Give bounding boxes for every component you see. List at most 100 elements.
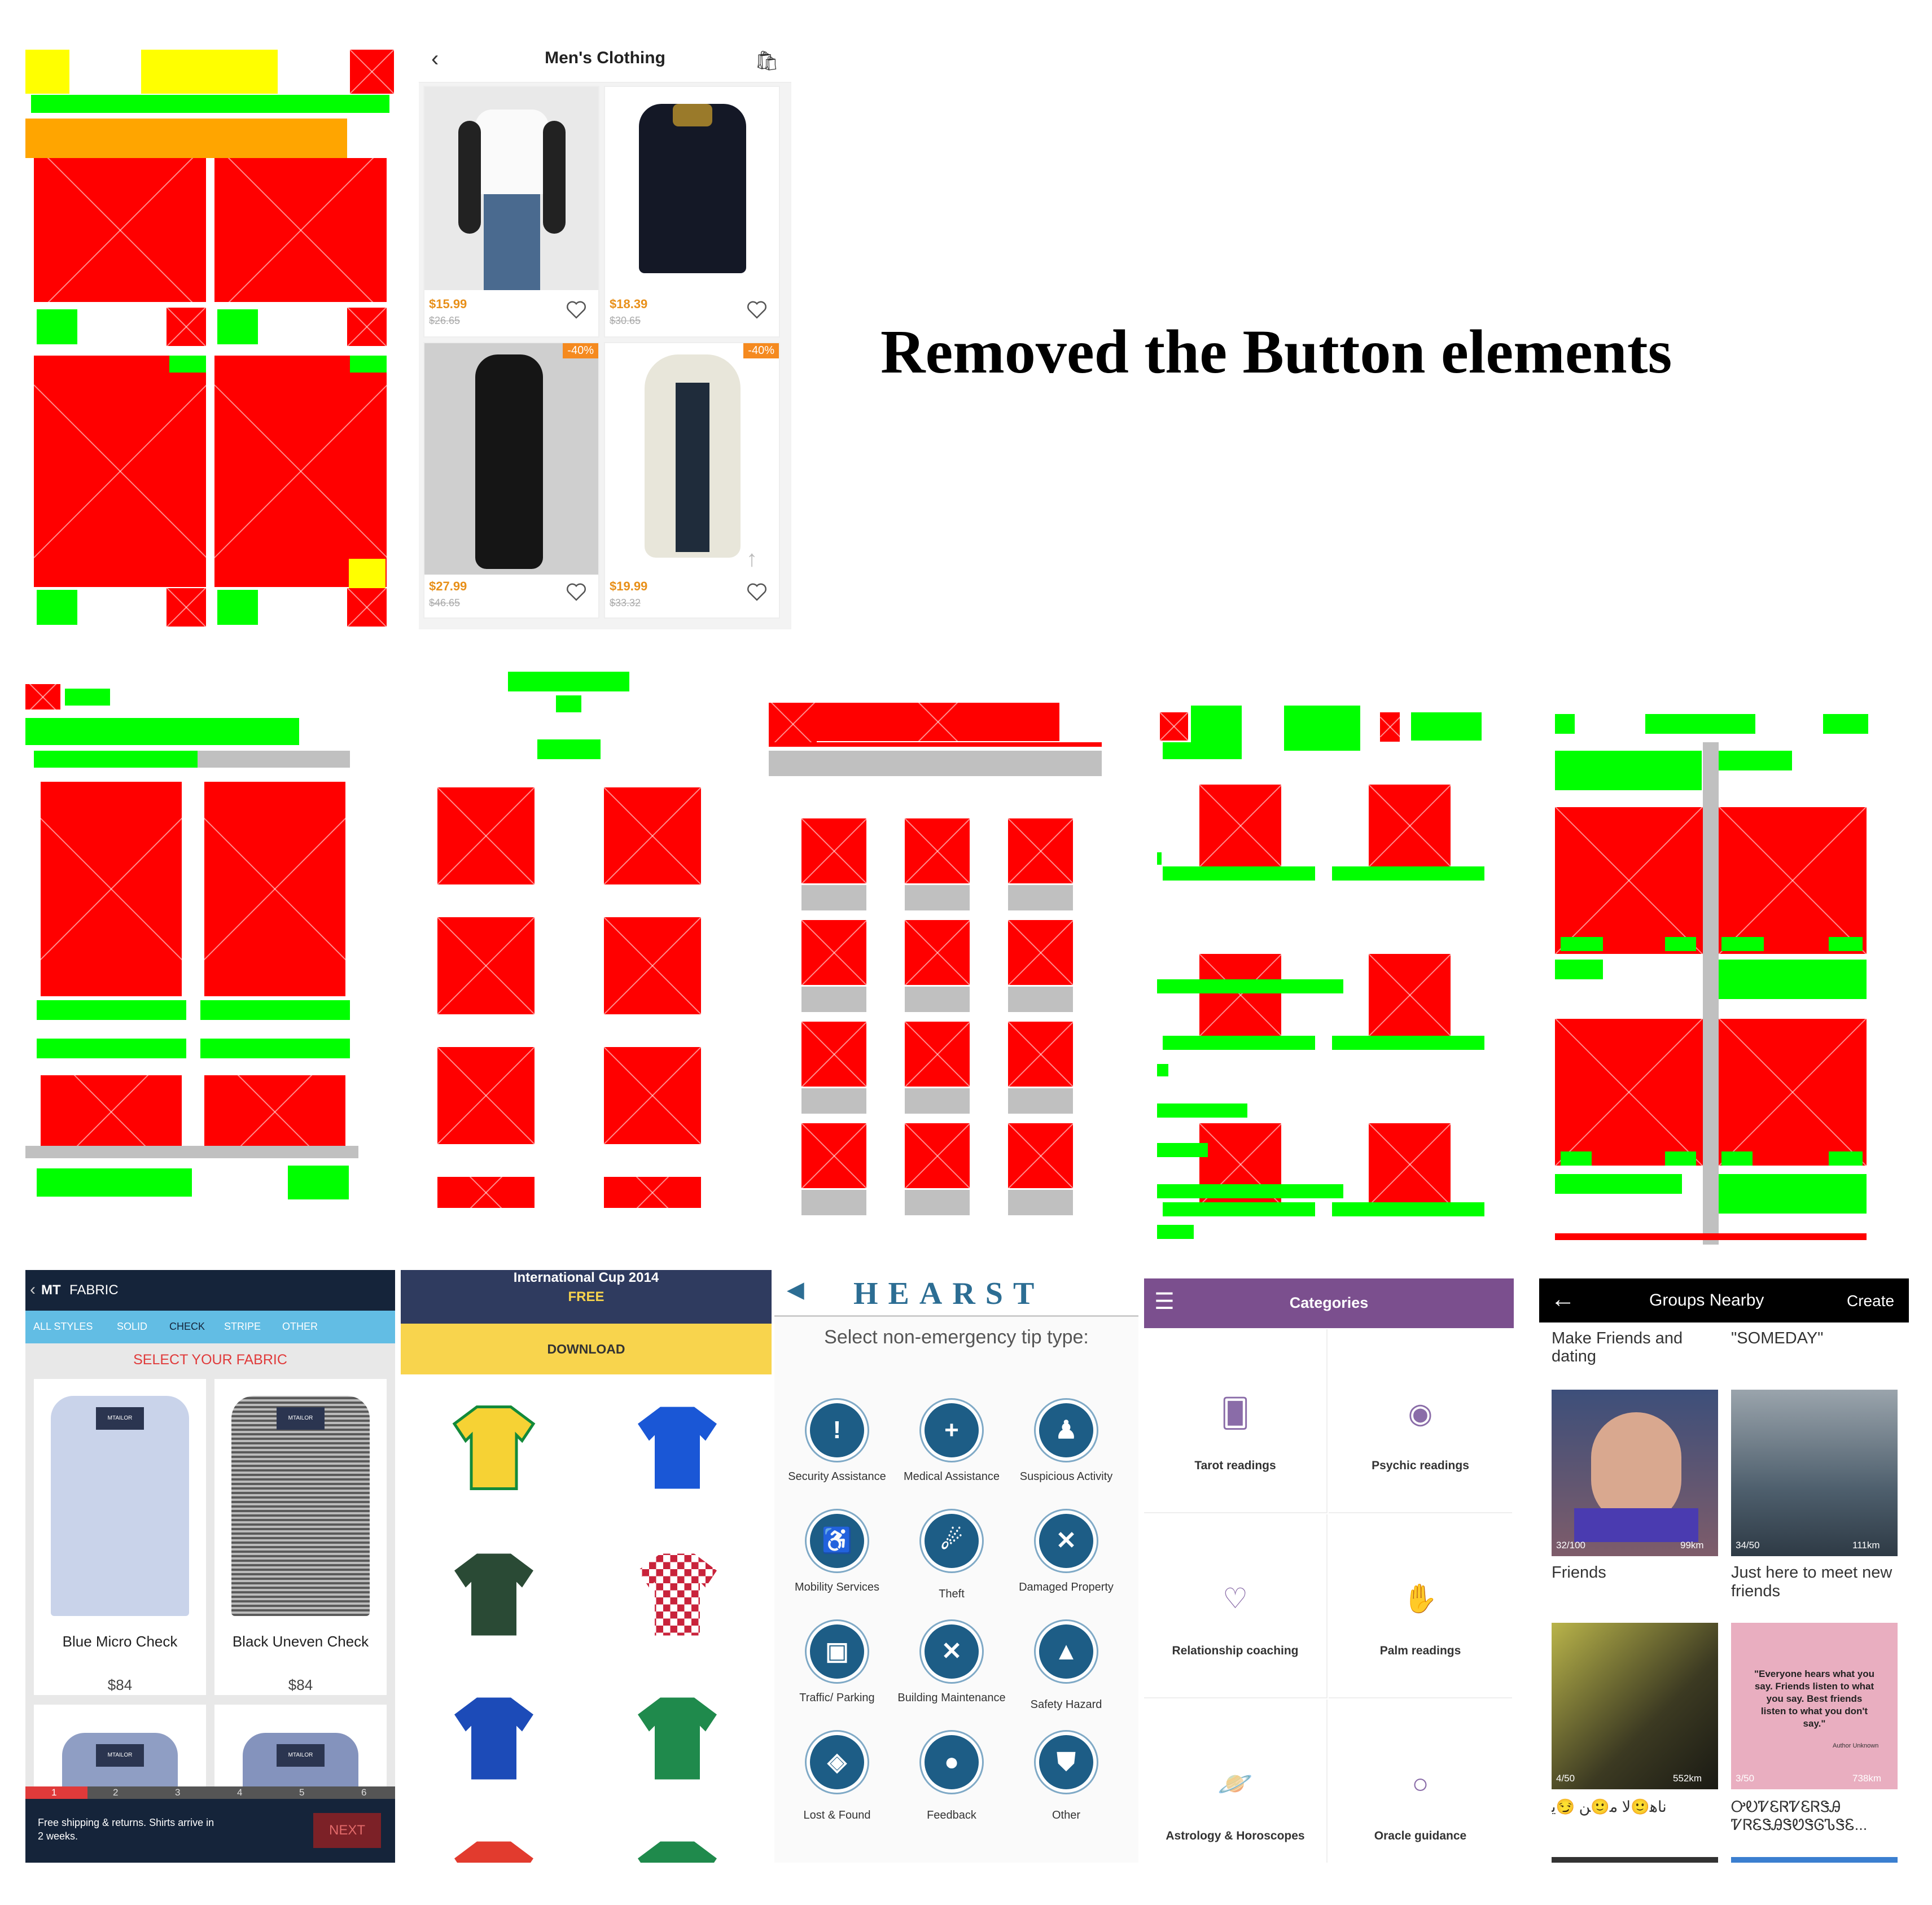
- box-icon[interactable]: ◈: [807, 1732, 868, 1793]
- back-icon[interactable]: ◀: [787, 1277, 804, 1302]
- wf-text: [1829, 1151, 1863, 1166]
- menu-icon[interactable]: ☰: [1154, 1289, 1175, 1314]
- wf-image: [604, 917, 701, 1014]
- plus-icon[interactable]: +: [921, 1400, 982, 1461]
- wf-image: [1555, 807, 1703, 954]
- member-count: 32/100: [1556, 1540, 1585, 1551]
- product-card[interactable]: $15.99 $26.65: [423, 86, 599, 338]
- group-card-image[interactable]: "Everyone hears what you say. Friends li…: [1731, 1623, 1898, 1789]
- tab-bar: ALL STYLES SOLID CHECK STRIPE OTHER: [25, 1311, 395, 1343]
- scroll-top-icon[interactable]: ↑: [746, 546, 757, 571]
- category-tile[interactable]: ◉ Psychic readings: [1329, 1329, 1512, 1513]
- wf-text: [1665, 1151, 1696, 1166]
- shield-icon[interactable]: !: [807, 1400, 868, 1461]
- wf-text: [1719, 960, 1867, 999]
- tab-solid[interactable]: SOLID: [117, 1321, 148, 1332]
- wf-text: [1555, 714, 1575, 734]
- tools-icon[interactable]: ✕: [1036, 1510, 1097, 1571]
- download-button[interactable]: DOWNLOAD: [401, 1324, 772, 1374]
- wf-text: [1157, 1064, 1168, 1076]
- heart-icon[interactable]: [566, 583, 587, 602]
- category-label: Astrology & Horoscopes: [1166, 1829, 1305, 1842]
- category-label: Palm readings: [1379, 1644, 1461, 1657]
- category-tile[interactable]: 🂠 Tarot readings: [1144, 1329, 1328, 1513]
- shield-icon[interactable]: ⛊: [1036, 1732, 1097, 1793]
- tip-label: Security Assistance: [788, 1470, 886, 1483]
- fabric-card[interactable]: MTAILOR Blue Micro Check $84: [34, 1379, 206, 1695]
- wf-image: [1369, 785, 1451, 866]
- distance: 99km: [1680, 1540, 1704, 1551]
- next-button[interactable]: NEXT: [313, 1813, 381, 1848]
- group-card-image[interactable]: 34/50 111km: [1731, 1390, 1898, 1556]
- bulb-icon[interactable]: ●: [921, 1732, 982, 1793]
- wf-text: [1555, 751, 1702, 790]
- product-card[interactable]: $18.39 $30.65: [604, 86, 780, 338]
- tab-stripe[interactable]: STRIPE: [224, 1321, 261, 1332]
- wf-text: [1561, 937, 1603, 951]
- jersey-icon: [454, 1697, 533, 1780]
- top-bar: ← Groups Nearby Create: [1539, 1278, 1909, 1322]
- group-name: ناﻫ🙂ﻻ ﻣ🙂ﻦ 😏ﻳ: [1552, 1798, 1667, 1815]
- tip-label: Medical Assistance: [903, 1470, 1000, 1483]
- wf-block: [141, 50, 278, 94]
- wf-tab: [25, 119, 133, 158]
- group-name: Just here to meet new friends: [1731, 1564, 1892, 1600]
- back-arrow-icon[interactable]: ←: [1550, 1285, 1575, 1313]
- step-progress: 1 2 3 4 5 6: [25, 1786, 395, 1799]
- person-icon[interactable]: ♟: [1036, 1400, 1097, 1461]
- warning-icon[interactable]: ▲: [1036, 1621, 1097, 1682]
- wf-text: [65, 689, 110, 706]
- wheelchair-icon[interactable]: ♿: [807, 1510, 868, 1571]
- product-card[interactable]: -40% $27.99 $46.65: [423, 342, 599, 619]
- group-card-image[interactable]: 4/50 552km: [1552, 1623, 1718, 1789]
- jersey-icon: [638, 1407, 717, 1489]
- jersey-icon: [638, 1697, 717, 1780]
- price: $19.99: [610, 579, 648, 593]
- distance: 111km: [1852, 1540, 1880, 1551]
- back-icon[interactable]: ‹: [431, 46, 439, 71]
- wf-text: [34, 751, 198, 768]
- page-title: Men's Clothing: [545, 49, 665, 67]
- tip-label: Traffic/ Parking: [799, 1692, 875, 1704]
- heart-icon[interactable]: [746, 583, 768, 602]
- tab-all-styles[interactable]: ALL STYLES: [33, 1321, 93, 1332]
- wf-image: [1199, 785, 1281, 866]
- category-label: Tarot readings: [1194, 1459, 1276, 1472]
- category-tile[interactable]: ✋ Palm readings: [1329, 1514, 1512, 1698]
- heart-icon[interactable]: [566, 300, 587, 319]
- cart-icon[interactable]: 🛍: [755, 50, 779, 72]
- fabric-card[interactable]: MTAILOR: [34, 1705, 206, 1801]
- wf-image: [437, 917, 535, 1014]
- wf-text: [200, 1000, 350, 1020]
- wrench-icon[interactable]: ✕: [921, 1621, 982, 1682]
- group-card-image: [1552, 1857, 1718, 1863]
- wf-image: [1160, 712, 1188, 741]
- product-image: [605, 343, 779, 575]
- category-tile[interactable]: 🪐 Astrology & Horoscopes: [1144, 1700, 1328, 1863]
- group-name: ᎤᎧᏤᏋᏒᏤᏋᏒᏕᎯ ᏤᏒᏋᏕᎯᏕᏬᏕᎶᏖᏕᏋ...: [1731, 1798, 1868, 1833]
- wf-bar: [769, 751, 1102, 776]
- create-link[interactable]: Create: [1847, 1292, 1895, 1310]
- wf-text: [1555, 1174, 1682, 1194]
- category-tile[interactable]: ♡ Relationship coaching: [1144, 1514, 1328, 1698]
- runner-icon[interactable]: ☄: [921, 1510, 982, 1571]
- group-card-image: [1731, 1857, 1898, 1863]
- product-card[interactable]: -40% $19.99 $33.32 ↑: [604, 342, 780, 619]
- tab-other[interactable]: OTHER: [282, 1321, 318, 1332]
- back-icon[interactable]: ‹: [30, 1280, 36, 1299]
- wf-image: [1369, 954, 1451, 1036]
- tip-label: Lost & Found: [803, 1809, 871, 1821]
- wf-text: [508, 672, 629, 691]
- page-title: Categories: [1289, 1294, 1369, 1311]
- tab-check[interactable]: CHECK: [169, 1321, 205, 1332]
- group-card-image[interactable]: 32/100 99km: [1552, 1390, 1718, 1556]
- wf-text: [217, 590, 258, 625]
- fabric-card[interactable]: MTAILOR: [214, 1705, 387, 1801]
- group-name: Make Friends and dating: [1552, 1329, 1683, 1365]
- fabric-card[interactable]: MTAILOR Black Uneven Check $84: [214, 1379, 387, 1695]
- car-icon[interactable]: ▣: [807, 1621, 868, 1682]
- category-tile[interactable]: ○ Oracle guidance: [1329, 1700, 1512, 1863]
- heart-icon[interactable]: [746, 300, 768, 319]
- distance: 552km: [1673, 1773, 1702, 1784]
- wf-image: [214, 356, 387, 587]
